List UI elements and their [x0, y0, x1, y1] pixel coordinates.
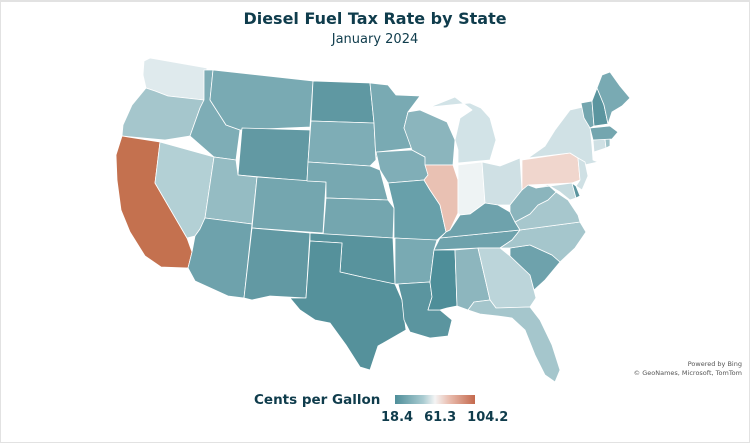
state-me[interactable]	[596, 71, 631, 125]
legend-min-label: 18.4	[381, 410, 414, 425]
legend-labels: 18.4 61.3 104.2	[381, 410, 519, 425]
legend-mid-label: 61.3	[424, 410, 457, 425]
state-nj[interactable]	[575, 157, 589, 191]
state-sd[interactable]	[307, 120, 377, 167]
legend-max-label: 104.2	[467, 410, 509, 425]
state-ia[interactable]	[375, 149, 429, 184]
state-co[interactable]	[251, 176, 327, 234]
copyright-text: © GeoNames, Microsoft, TomTom	[633, 369, 742, 377]
state-ri[interactable]	[604, 138, 611, 149]
powered-by-text: Powered by Bing	[687, 360, 742, 368]
state-ky[interactable]	[439, 202, 521, 239]
state-nc[interactable]	[499, 221, 587, 263]
chart-subtitle: January 2024	[331, 32, 419, 47]
state-wy[interactable]	[237, 127, 311, 182]
state-nd[interactable]	[310, 80, 375, 124]
state-mi[interactable]	[429, 96, 497, 164]
state-de[interactable]	[571, 182, 581, 199]
state-mt[interactable]	[209, 69, 314, 131]
state-ct[interactable]	[592, 138, 607, 153]
map-attribution: Powered by Bing © GeoNames, Microsoft, T…	[634, 360, 742, 378]
legend-gradient-bar	[395, 395, 475, 404]
state-vt[interactable]	[580, 100, 595, 129]
state-fl[interactable]	[467, 299, 561, 383]
legend-title: Cents per Gallon	[254, 392, 381, 408]
state-ks[interactable]	[322, 197, 395, 239]
state-tx[interactable]	[289, 240, 407, 371]
state-ma[interactable]	[589, 125, 619, 141]
chart-title: Diesel Fuel Tax Rate by State	[243, 9, 507, 28]
state-nm[interactable]	[243, 227, 311, 301]
